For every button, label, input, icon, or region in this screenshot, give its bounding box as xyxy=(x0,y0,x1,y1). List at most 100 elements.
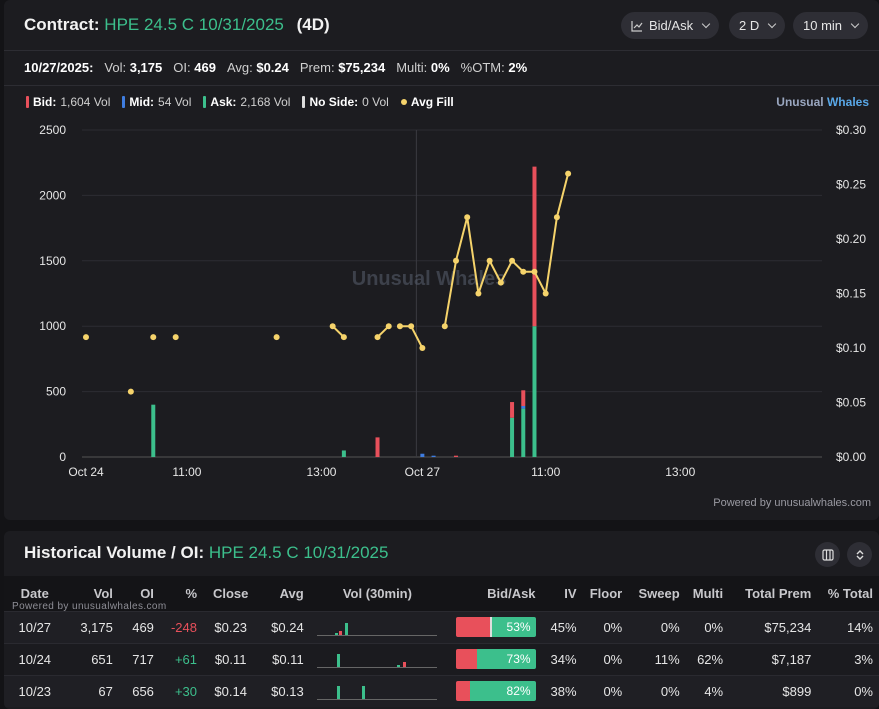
range-dropdown[interactable]: 2 D xyxy=(729,12,786,39)
avg-fill-point[interactable] xyxy=(408,323,415,330)
ask-portion xyxy=(477,649,536,669)
volume-sparkline xyxy=(317,622,438,636)
legend-item[interactable]: No Side: 0 Vol xyxy=(302,95,389,109)
column-header[interactable]: Date xyxy=(4,576,66,611)
cell-iv: 34% xyxy=(541,642,583,675)
column-header[interactable]: Vol xyxy=(65,576,119,611)
legend-item[interactable]: Ask: 2,168 Vol xyxy=(203,95,290,109)
avg-fill-point[interactable] xyxy=(273,334,280,341)
mid-volume-bar[interactable] xyxy=(521,405,526,409)
column-header[interactable]: Floor xyxy=(582,576,629,611)
stat-label: %OTM: xyxy=(460,60,505,75)
avg-fill-point[interactable] xyxy=(475,290,482,297)
bid-volume-bar[interactable] xyxy=(375,437,380,457)
bid-volume-bar[interactable] xyxy=(510,402,515,418)
bid-volume-bar[interactable] xyxy=(532,166,537,327)
legend-item[interactable]: Avg Fill xyxy=(400,95,458,109)
avg-fill-point[interactable] xyxy=(453,257,459,264)
avg-fill-point[interactable] xyxy=(329,323,336,330)
ask-volume-bar[interactable] xyxy=(151,404,156,457)
avg-fill-point[interactable] xyxy=(385,323,392,330)
avg-fill-point[interactable] xyxy=(83,334,89,341)
column-header[interactable]: % Total xyxy=(817,576,879,611)
legend-swatch xyxy=(302,96,306,108)
column-header[interactable]: OI xyxy=(118,576,160,611)
unusual-whales-brand: Unusual Whales xyxy=(776,95,869,109)
column-header[interactable]: % xyxy=(159,576,203,611)
contract-stats-bar: 10/27/2025: Vol: 3,175 OI: 469 Avg: $0.24 P… xyxy=(24,60,527,75)
chevron-up-down-icon xyxy=(856,549,863,560)
avg-fill-point[interactable] xyxy=(464,214,471,221)
ask-volume-bar[interactable] xyxy=(510,417,515,457)
contract-chart-panel: Contract: HPE 24.5 C 10/31/2025 (4D) Bid… xyxy=(4,0,879,520)
avg-fill-point[interactable] xyxy=(374,334,381,341)
avg-fill-point[interactable] xyxy=(565,170,572,177)
ask-portion xyxy=(491,617,536,637)
column-header[interactable]: Avg xyxy=(258,576,310,611)
y-right-tick: $0.30 xyxy=(836,123,866,137)
avg-fill-point[interactable] xyxy=(509,257,516,264)
cell-date: 10/27 xyxy=(4,610,66,643)
history-row[interactable]: 10/23 67 656 +30 $0.14 $0.13 82% 38% 0% 0% 4% $899 0… xyxy=(4,674,879,707)
ask-volume-bar[interactable] xyxy=(341,450,346,457)
cell-vol: 67 xyxy=(65,674,119,707)
legend-item[interactable]: Bid: 1,604 Vol xyxy=(26,95,110,109)
avg-fill-point[interactable] xyxy=(486,257,493,264)
expand-collapse-button[interactable] xyxy=(847,542,872,567)
y-right-tick: $0.20 xyxy=(836,232,866,246)
chart-legend: Bid: 1,604 Vol Mid: 54 Vol Ask: 2,168 Vol No S… xyxy=(26,95,458,109)
column-header[interactable]: Close xyxy=(203,576,259,611)
bid-volume-bar[interactable] xyxy=(454,455,458,457)
cell-avg: $0.24 xyxy=(258,610,310,643)
avg-fill-line xyxy=(443,173,570,327)
contract-symbol[interactable]: HPE 24.5 C 10/31/2025 xyxy=(104,15,284,34)
cell-sweep: 0% xyxy=(628,674,686,707)
avg-fill-point[interactable] xyxy=(172,334,179,341)
x-tick: 13:00 xyxy=(306,465,336,479)
column-header[interactable]: IV xyxy=(541,576,583,611)
avg-fill-point[interactable] xyxy=(340,334,347,341)
legend-swatch xyxy=(400,99,407,105)
cell-bid-ask: 73% xyxy=(445,642,542,675)
stat-item: Avg: $0.24 xyxy=(227,60,289,75)
interval-dropdown[interactable]: 10 min xyxy=(793,12,869,39)
x-tick: Oct 27 xyxy=(405,465,441,479)
history-row[interactable]: 10/24 651 717 +61 $0.11 $0.11 73% 34% 0% 11% 62% $7… xyxy=(4,642,879,675)
avg-fill-point[interactable] xyxy=(441,323,448,330)
cell-date: 10/24 xyxy=(4,642,66,675)
ask-volume-bar[interactable] xyxy=(532,326,537,457)
avg-fill-point[interactable] xyxy=(520,268,527,275)
stat-value: 0% xyxy=(430,60,450,75)
avg-fill-point[interactable] xyxy=(553,214,560,221)
avg-fill-point[interactable] xyxy=(531,268,538,275)
avg-fill-point[interactable] xyxy=(497,279,504,286)
sparkline-bar xyxy=(339,630,343,635)
column-header[interactable]: Total Prem xyxy=(729,576,818,611)
avg-fill-point[interactable] xyxy=(419,345,426,351)
bid-ask-chart: 2500 2000 1500 1000 500 0 $0.30 $0.25 $0.20 $0.15… xyxy=(39,123,866,479)
bid-portion xyxy=(455,649,478,669)
column-header[interactable]: Sweep xyxy=(628,576,686,611)
legend-item[interactable]: Mid: 54 Vol xyxy=(122,95,191,109)
mid-volume-bar[interactable] xyxy=(431,455,436,457)
avg-fill-point[interactable] xyxy=(396,323,403,330)
stat-item: Prem: $75,234 xyxy=(300,60,385,75)
x-tick: 11:00 xyxy=(172,465,201,479)
chart-type-dropdown[interactable]: Bid/Ask xyxy=(621,12,720,39)
ask-volume-bar[interactable] xyxy=(521,408,526,457)
chart-type-label: Bid/Ask xyxy=(649,18,694,33)
column-header[interactable]: Vol (30min) xyxy=(309,576,446,611)
contract-title: Contract: HPE 24.5 C 10/31/2025 (4D) xyxy=(24,15,330,35)
column-settings-button[interactable] xyxy=(815,542,840,567)
avg-fill-point[interactable] xyxy=(542,290,549,297)
avg-fill-point[interactable] xyxy=(150,334,157,341)
cell-multi: 62% xyxy=(685,642,730,675)
avg-fill-point[interactable] xyxy=(127,388,134,395)
cell-sparkline xyxy=(309,674,446,707)
column-header[interactable]: Multi xyxy=(685,576,730,611)
mid-volume-bar[interactable] xyxy=(420,453,425,457)
divider xyxy=(4,50,879,51)
bid-volume-bar[interactable] xyxy=(521,390,526,406)
column-header[interactable]: Bid/Ask xyxy=(445,576,542,611)
history-row[interactable]: 10/27 3,175 469 -248 $0.23 $0.24 53% 45% 0% 0% 0% $… xyxy=(4,610,879,643)
